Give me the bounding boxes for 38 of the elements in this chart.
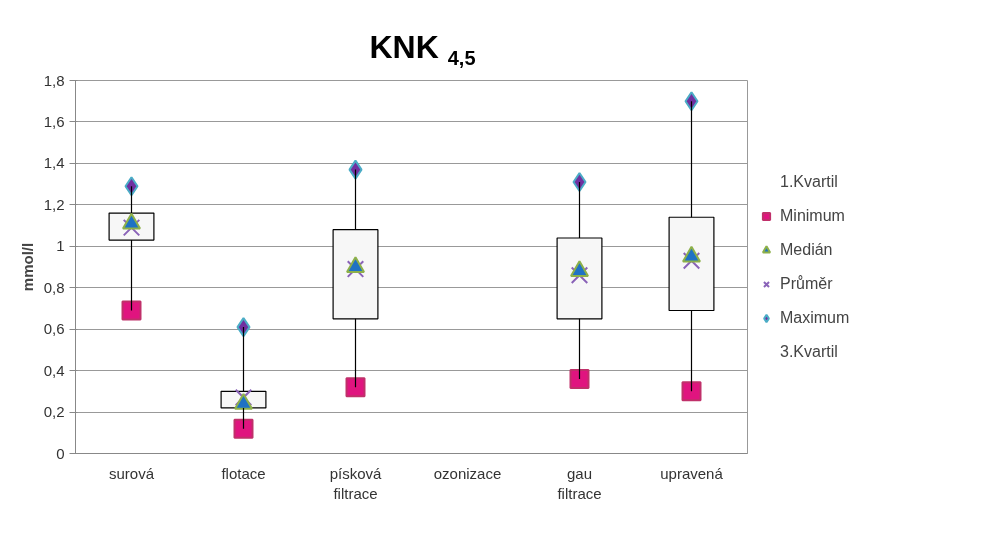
x-tick-label: ozonizace (433, 464, 502, 482)
point (569, 368, 590, 389)
point (681, 381, 702, 402)
y-tick-label: 1,6 (43, 112, 65, 130)
point (570, 266, 589, 285)
chart-title: KNK $_{4,5}$ (369, 28, 476, 72)
y-axis-title: mmol/l (18, 242, 36, 292)
point (345, 377, 366, 398)
legend-label: Minimum (780, 206, 845, 225)
x-tick-label: písková filtrace (329, 464, 382, 502)
point (236, 317, 251, 338)
point (572, 172, 587, 193)
y-tick-label: 1,8 (43, 71, 65, 89)
point (346, 260, 365, 278)
y-tick-label: 1,2 (43, 195, 65, 213)
y-tick-label: 0,4 (43, 361, 65, 379)
y-tick-label: 0,8 (43, 278, 65, 296)
point (684, 91, 699, 112)
point (234, 388, 253, 407)
legend-label: Maximum (780, 308, 850, 327)
y-tick-label: 1,4 (43, 154, 65, 172)
point (682, 252, 701, 270)
x-tick-label: flotace (221, 464, 266, 482)
text: 1.Kvartil (780, 172, 838, 191)
point (124, 176, 139, 197)
y-tick-label: 0,2 (43, 403, 65, 421)
x-tick-label: gau filtrace (557, 464, 602, 502)
x-tick-label: surová (108, 464, 155, 482)
y-tick-label: 1 (56, 237, 65, 255)
point (233, 418, 254, 439)
legend-label: Průměr (780, 274, 833, 293)
legend-label: Medián (780, 240, 833, 259)
x-tick-label: upravená (660, 464, 724, 482)
y-tick-label: 0,6 (43, 320, 65, 338)
point (348, 159, 363, 180)
y-tick-label: 0 (56, 444, 65, 462)
text: 3.Kvartil (780, 342, 838, 361)
point (121, 300, 142, 321)
